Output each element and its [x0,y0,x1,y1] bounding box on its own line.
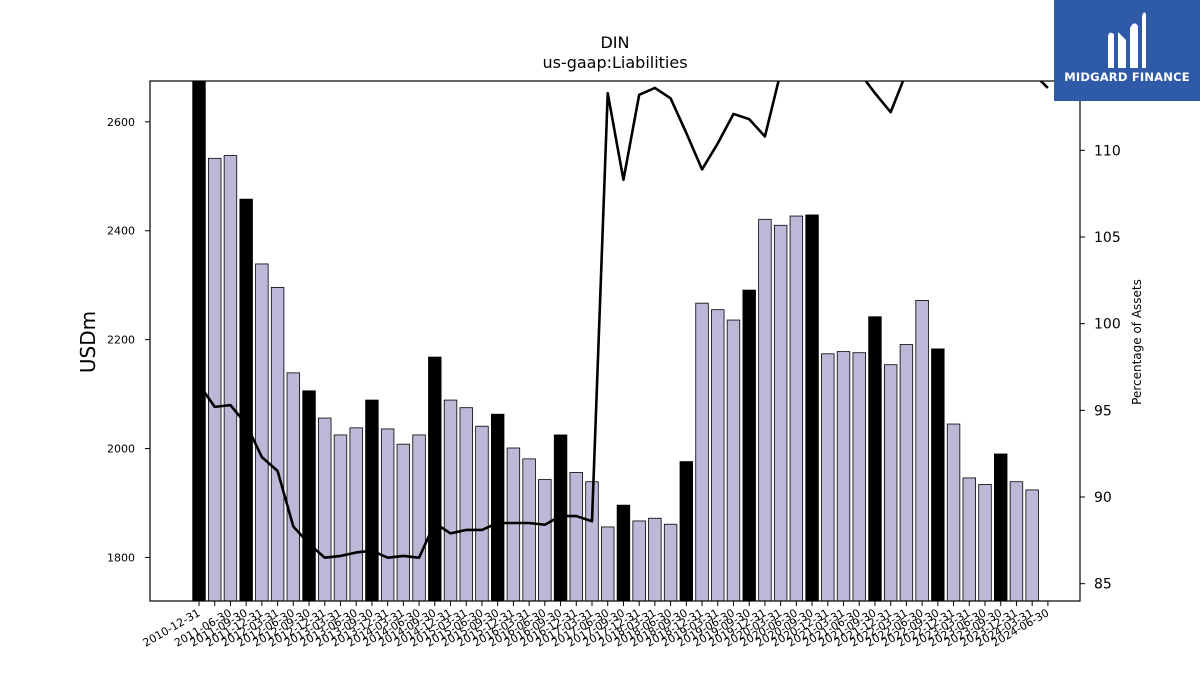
bar-2020-06-30 [789,215,804,601]
bar-2017-03-31 [585,481,599,601]
bar-2023-12-31 [1009,481,1024,601]
bar-2023-03-31 [962,477,976,601]
y2-tick-label: 90 [1094,490,1112,506]
y-tick-label: 2200 [107,334,135,347]
percentage-of-assets-line [197,81,1049,559]
bar-2022-12-31 [946,423,961,601]
bar-2015-06-30 [475,425,489,601]
bar-2020-09-30 [805,214,819,601]
y-tick-label: 1800 [107,551,135,564]
bar-2023-09-30 [994,453,1008,601]
bar-2013-06-30 [349,427,363,601]
bar-2020-12-31 [821,353,835,601]
bar-2011-03-31 [208,157,222,601]
bar-2019-09-30 [742,289,756,601]
line-series [197,81,1049,559]
bar-2012-03-31 [270,286,285,601]
bar-2019-12-31 [758,218,772,601]
bar-2017-12-31 [632,520,646,601]
bar-2021-03-31 [836,351,851,601]
chart-subtitle: us-gaap:Liabilities [542,53,687,72]
bar-2018-12-31 [695,302,709,601]
y2-tick-label: 105 [1094,230,1121,246]
bar-2017-09-30 [616,504,631,601]
y2-tick-label: 110 [1094,143,1121,159]
bar-2019-06-30 [726,319,741,601]
bar-2022-03-31 [899,344,914,601]
bar-2021-06-30 [852,352,866,601]
bar-2024-03-31 [1025,489,1039,601]
y-tick-label: 2600 [107,116,135,129]
bar-2019-03-31 [711,309,725,601]
left-axis: 1800 2000 2200 2400 2600 [107,116,150,564]
bar-2012-09-30 [302,390,316,601]
bar-2014-06-30 [412,434,426,601]
bar-2021-12-31 [883,364,898,601]
bar-2013-09-30 [365,399,379,601]
y-tick-label: 2000 [107,443,135,456]
midgard-finance-logo: MIDGARD FINANCE [1054,0,1200,101]
bar-2023-06-30 [978,484,992,601]
bar-2014-12-31 [443,399,458,601]
bar-2011-06-30 [223,155,238,601]
bar-2015-09-30 [490,413,505,601]
bar-2016-09-30 [553,434,568,601]
bar-2010-12-31 [192,81,206,601]
x-axis: 2010-12-312011-06-302011-09-302011-12-31… [141,601,1051,650]
bar-2012-06-30 [286,372,301,601]
bar-2016-03-31 [522,458,536,601]
bar-2015-12-31 [506,447,521,601]
bar-2017-06-30 [601,526,615,601]
bar-2013-12-31 [380,428,395,601]
bar-2014-03-31 [396,443,411,601]
right-axis: 85 90 95 100 105 110 [1080,143,1121,593]
bar-2018-03-31 [648,517,662,601]
y-axis-label: USDm [76,311,100,373]
bar-2011-12-31 [255,263,269,601]
y2-tick-label: 85 [1094,577,1112,593]
bar-2016-12-31 [569,472,583,601]
bar-2020-03-31 [773,224,788,601]
bar-2011-09-30 [239,198,253,601]
bar-2021-09-30 [868,316,882,601]
y2-tick-label: 95 [1094,403,1112,419]
y2-axis-label: Percentage of Assets [1130,279,1144,405]
logo-text: MIDGARD FINANCE [1064,70,1190,84]
plot-frame [149,80,1081,602]
bar-2018-09-30 [679,461,694,601]
bar-2022-09-30 [931,348,945,601]
bar-2015-03-31 [459,407,473,601]
bar-2014-09-30 [428,356,442,601]
bar-series [192,81,1039,601]
midgard-m-mark-icon [1108,12,1146,68]
chart-title: DIN [600,33,629,52]
y2-tick-label: 100 [1094,317,1121,333]
y-tick-label: 2400 [107,225,135,238]
bar-2012-12-31 [318,417,332,601]
bar-2016-06-30 [538,479,552,601]
bar-2018-06-30 [663,523,678,601]
bar-2022-06-30 [915,300,929,601]
bar-2013-03-31 [333,434,348,601]
